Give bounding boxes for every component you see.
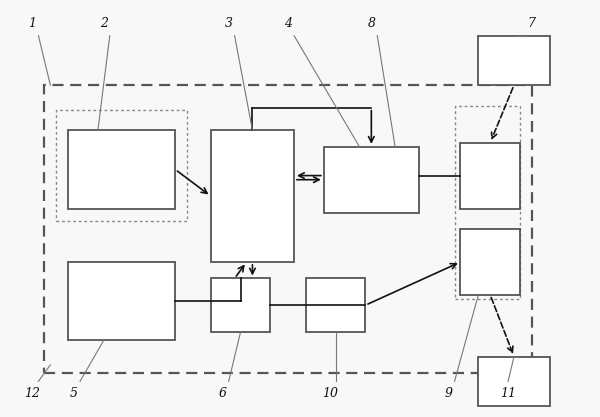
Bar (478, 357, 550, 406)
Bar (306, 279, 365, 332)
Bar (211, 279, 270, 332)
Text: 6: 6 (219, 387, 227, 400)
Text: 3: 3 (224, 17, 233, 30)
Text: 9: 9 (445, 387, 452, 400)
Bar (478, 36, 550, 85)
Text: 10: 10 (322, 387, 338, 400)
Bar (56, 110, 187, 221)
Bar (44, 85, 532, 373)
Text: 12: 12 (25, 387, 40, 400)
Bar (211, 131, 294, 262)
Bar (461, 229, 520, 295)
Bar (68, 262, 175, 340)
Text: 1: 1 (28, 17, 37, 30)
Text: 4: 4 (284, 17, 292, 30)
Text: 5: 5 (70, 387, 78, 400)
Bar (455, 106, 520, 299)
Text: 7: 7 (528, 17, 536, 30)
Bar (324, 147, 419, 213)
Text: 11: 11 (500, 387, 516, 400)
Text: 2: 2 (100, 17, 108, 30)
Bar (461, 143, 520, 208)
Text: 8: 8 (367, 17, 376, 30)
Bar (68, 131, 175, 208)
